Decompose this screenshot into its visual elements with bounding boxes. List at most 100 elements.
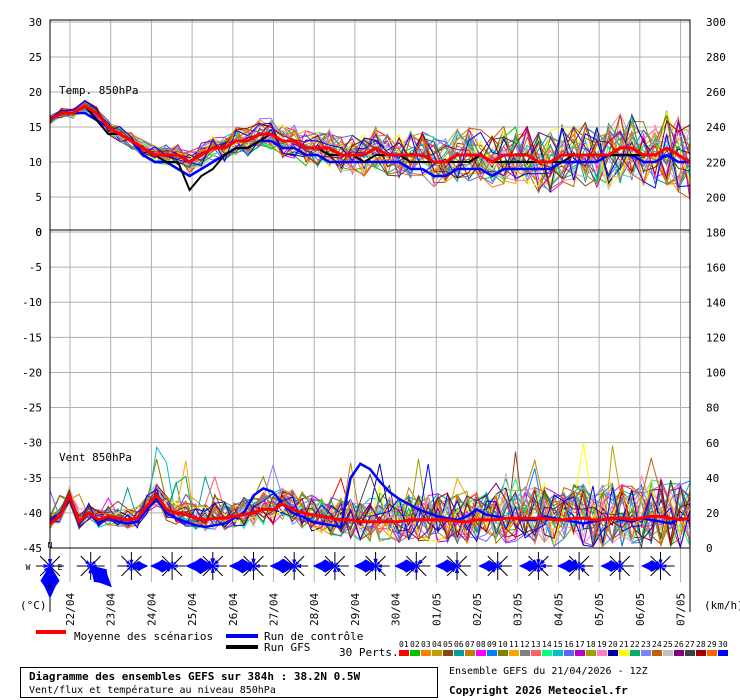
rose-small-petal bbox=[618, 566, 622, 572]
pert-color-swatch bbox=[553, 650, 563, 656]
rose-small-petal bbox=[127, 566, 132, 571]
pert-number: 13 bbox=[531, 640, 541, 649]
rose-small-petal bbox=[577, 562, 581, 566]
rose-small-petal bbox=[125, 560, 132, 566]
rose-small-petal bbox=[416, 565, 420, 567]
footer-subtitle: Vent/flux et température au niveau 850hP… bbox=[29, 685, 276, 696]
rose-small-petal bbox=[334, 566, 342, 573]
rose-small-petal bbox=[494, 562, 498, 566]
temp-tick-label: 0 bbox=[35, 226, 42, 239]
rose-small-petal bbox=[655, 560, 661, 566]
compass-label-s: S bbox=[48, 583, 53, 592]
rose-small-petal bbox=[455, 560, 459, 566]
compass-label-n: N bbox=[48, 541, 53, 550]
rose-petal bbox=[600, 560, 621, 572]
pert-number: 02 bbox=[410, 640, 420, 649]
pert-color-swatch bbox=[685, 650, 695, 656]
rose-small-petal bbox=[538, 566, 544, 572]
right-tick-label: 140 bbox=[706, 297, 726, 310]
rose-small-petal bbox=[373, 558, 378, 566]
rose-small-petal bbox=[410, 566, 417, 572]
pert-number: 18 bbox=[586, 640, 596, 649]
pert-color-swatch bbox=[476, 650, 486, 656]
pert-color-swatch bbox=[630, 650, 640, 656]
rose-small-petal bbox=[497, 561, 502, 566]
x-tick-label: 25/04 bbox=[186, 593, 199, 626]
footer-box: Diagramme des ensembles GEFS sur 384h : … bbox=[20, 667, 438, 698]
rose-small-petal bbox=[374, 566, 377, 571]
rose-small-petal bbox=[574, 566, 580, 571]
wind-tick-label: -45 bbox=[22, 542, 42, 555]
rose-small-petal bbox=[618, 560, 622, 566]
wind-perturbation-line bbox=[49, 473, 691, 549]
rose-small-petal bbox=[90, 560, 96, 566]
pert-color-swatch bbox=[707, 650, 717, 656]
rose-small-petal bbox=[619, 566, 624, 571]
pert-color-swatch bbox=[531, 650, 541, 656]
pert-number: 10 bbox=[498, 640, 508, 649]
rose-small-petal bbox=[619, 565, 623, 567]
pert-color-swatch bbox=[432, 650, 442, 656]
pert-color-swatch bbox=[487, 650, 497, 656]
main-series bbox=[49, 104, 691, 529]
rose-small-petal bbox=[168, 562, 173, 566]
wind-rose bbox=[353, 552, 390, 580]
wind-tick-label: -10 bbox=[22, 296, 42, 309]
x-tick-label: 29/04 bbox=[349, 593, 362, 626]
rose-small-petal bbox=[172, 564, 178, 568]
plot-frame bbox=[49, 19, 691, 549]
rose-small-petal bbox=[454, 566, 460, 574]
pert-color-swatch bbox=[399, 650, 409, 656]
temp-tick-label: 5 bbox=[35, 191, 42, 204]
pert-number: 09 bbox=[487, 640, 497, 649]
rose-small-petal bbox=[131, 564, 136, 568]
pert-color-swatch bbox=[421, 650, 431, 656]
perturbation-series bbox=[49, 99, 691, 549]
pert-color-swatch bbox=[410, 650, 420, 656]
wind-tick-label: -20 bbox=[22, 366, 42, 379]
rose-small-petal bbox=[253, 566, 258, 571]
rose-small-petal bbox=[531, 559, 539, 566]
rose-small-petal bbox=[577, 566, 581, 570]
rose-small-petal bbox=[90, 564, 97, 568]
rose-small-petal bbox=[457, 566, 460, 569]
wind-rose bbox=[228, 552, 268, 580]
rose-small-petal bbox=[457, 562, 461, 566]
rose-small-petal bbox=[89, 562, 92, 566]
temp-tick-label: 30 bbox=[29, 16, 42, 29]
pert-color-swatch bbox=[443, 650, 453, 656]
wind-control-line bbox=[49, 462, 691, 529]
pert-color-swatch bbox=[586, 650, 596, 656]
rose-small-petal bbox=[660, 566, 666, 572]
temp-tick-label: 10 bbox=[29, 156, 42, 169]
right-tick-label: 260 bbox=[706, 86, 726, 99]
right-tick-label: 0 bbox=[706, 542, 713, 555]
legend-perts-label: 30 Perts. bbox=[339, 646, 399, 659]
wind-perturbation-line bbox=[49, 482, 691, 547]
rose-small-petal bbox=[126, 564, 132, 568]
wind-roses: N S E W bbox=[26, 541, 675, 599]
rose-small-petal bbox=[416, 559, 423, 566]
rose-small-petal bbox=[43, 564, 50, 568]
rose-small-petal bbox=[457, 564, 461, 568]
temp-mean-line bbox=[49, 104, 691, 164]
pert-number: 26 bbox=[674, 640, 684, 649]
rose-small-petal bbox=[253, 564, 260, 568]
pert-number: 30 bbox=[718, 640, 728, 649]
wind-rose bbox=[556, 552, 594, 580]
rose-small-petal bbox=[329, 564, 335, 568]
x-tick-label: 22/04 bbox=[64, 593, 77, 626]
rose-small-petal bbox=[491, 566, 498, 573]
wind-mean-line bbox=[49, 491, 691, 525]
pert-number: 27 bbox=[685, 640, 695, 649]
rose-small-petal bbox=[207, 560, 213, 566]
unit-right: (km/h) bbox=[704, 599, 740, 612]
wind-rose bbox=[185, 552, 227, 580]
rose-small-petal bbox=[372, 562, 376, 566]
right-tick-label: 120 bbox=[706, 332, 726, 345]
x-tick-label: 03/05 bbox=[512, 593, 525, 626]
pert-number: 15 bbox=[553, 640, 563, 649]
rose-small-petal bbox=[210, 558, 216, 566]
pert-number: 25 bbox=[663, 640, 673, 649]
rose-small-petal bbox=[496, 561, 500, 566]
